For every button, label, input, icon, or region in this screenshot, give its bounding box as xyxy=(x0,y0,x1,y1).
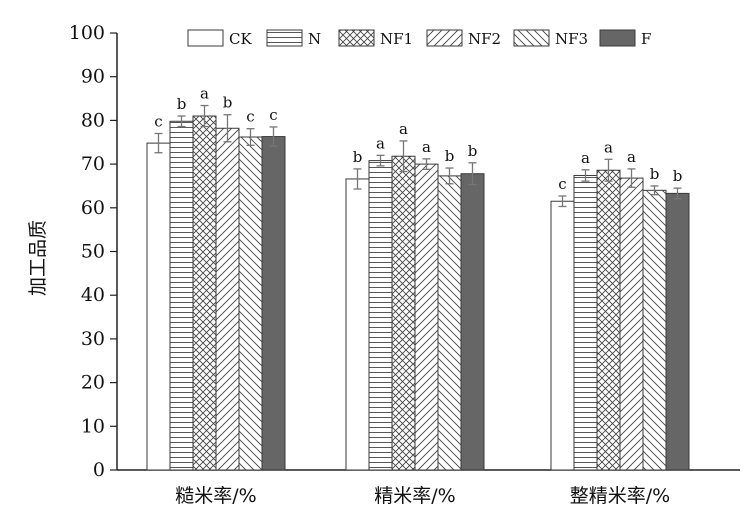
bar-ck-0 xyxy=(146,142,171,471)
y-tick-label: 100 xyxy=(69,22,105,44)
legend-label-nf3: NF3 xyxy=(555,30,588,48)
significance-label: b xyxy=(673,167,683,185)
significance-label: a xyxy=(200,85,209,103)
significance-label: c xyxy=(269,106,277,124)
y-axis-ticks: 0 10 20 30 40 50 60 70 80 90 100 xyxy=(69,22,117,481)
bar-nf3-1 xyxy=(437,175,462,471)
y-tick-label: 60 xyxy=(81,197,105,219)
significance-label: c xyxy=(154,113,162,131)
legend-swatch-nf1 xyxy=(338,29,375,47)
significance-label: c xyxy=(246,108,254,126)
legend-label-ck: CK xyxy=(229,30,252,48)
x-category-label: 精米率/% xyxy=(374,485,455,507)
bar-nf1-0 xyxy=(192,115,217,471)
bar-nf3-0 xyxy=(238,136,263,471)
bar-f-1 xyxy=(460,173,485,471)
legend: CK N NF1 NF2 NF3 F xyxy=(187,29,651,48)
bar-nf1-2 xyxy=(596,169,621,471)
significance-label: b xyxy=(468,142,478,160)
bar-nf1-1 xyxy=(391,155,416,471)
significance-label: a xyxy=(581,149,590,167)
x-category-label: 糙米率/% xyxy=(175,485,256,507)
significance-label: b xyxy=(223,94,233,112)
significance-label: a xyxy=(627,148,636,166)
y-axis-label: 加工品质 xyxy=(27,220,49,296)
bar-n-2 xyxy=(573,174,598,471)
significance-label: b xyxy=(353,148,363,166)
bar-nf2-0 xyxy=(215,127,240,471)
bar-nf3-2 xyxy=(642,189,667,471)
y-tick-label: 50 xyxy=(81,241,105,263)
significance-label: b xyxy=(445,147,455,165)
significance-label: a xyxy=(399,120,408,138)
y-tick-label: 70 xyxy=(81,153,105,175)
category-labels: 糙米率/% 精米率/% 整精米率/% xyxy=(175,485,670,507)
legend-swatch-nf2 xyxy=(426,29,463,47)
y-tick-label: 30 xyxy=(81,328,105,350)
legend-swatch-ck xyxy=(187,29,224,47)
y-tick-label: 40 xyxy=(81,284,105,306)
legend-label-n: N xyxy=(308,30,321,48)
significance-label: a xyxy=(604,138,613,156)
legend-swatch-f xyxy=(599,29,636,47)
y-tick-label: 20 xyxy=(81,372,105,394)
bar-nf2-2 xyxy=(619,177,644,471)
significance-label: c xyxy=(558,175,566,193)
bar-f-2 xyxy=(665,192,690,471)
x-category-label: 整精米率/% xyxy=(570,485,670,507)
legend-label-f: F xyxy=(641,30,651,48)
significance-label: a xyxy=(376,134,385,152)
bar-n-1 xyxy=(368,160,393,471)
bar-ck-2 xyxy=(550,200,575,471)
legend-swatch-nf3 xyxy=(513,29,550,47)
significance-label: b xyxy=(177,95,187,113)
significance-label: b xyxy=(650,165,660,183)
y-tick-label: 10 xyxy=(81,415,105,437)
bar-f-0 xyxy=(261,136,286,471)
y-tick-label: 90 xyxy=(81,66,105,88)
legend-swatch-n xyxy=(266,29,303,47)
legend-label-nf2: NF2 xyxy=(468,30,501,48)
y-tick-label: 0 xyxy=(93,459,105,481)
bar-ck-1 xyxy=(345,178,370,471)
significance-label: a xyxy=(422,138,431,156)
y-tick-label: 80 xyxy=(81,109,105,131)
bar-n-0 xyxy=(169,120,194,471)
legend-label-nf1: NF1 xyxy=(380,30,413,48)
bar-nf2-1 xyxy=(414,163,439,471)
